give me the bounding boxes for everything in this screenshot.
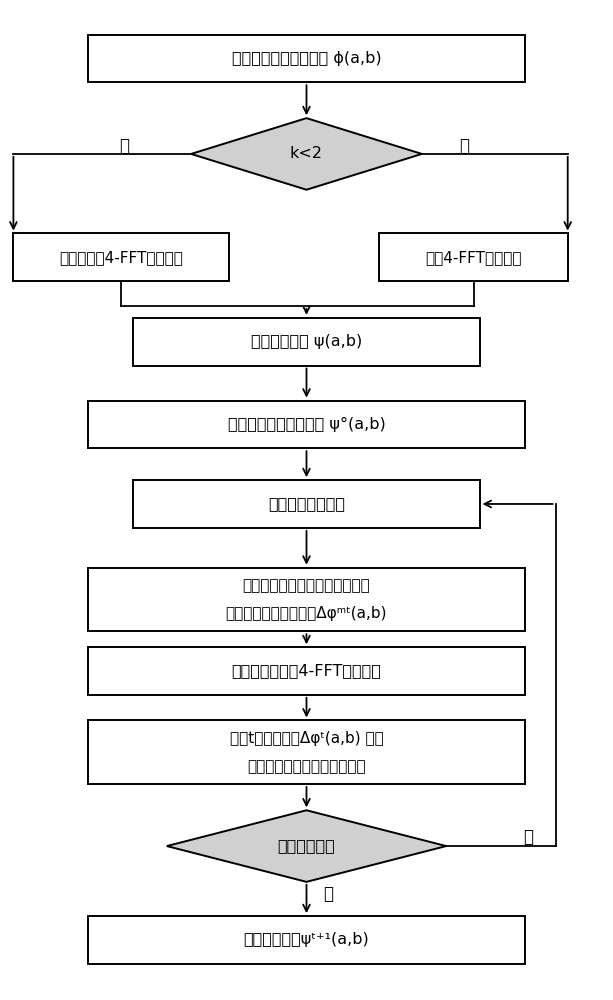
- Text: 设置迭代初始解缠相位 ψ°(a,b): 设置迭代初始解缠相位 ψ°(a,b): [227, 417, 386, 432]
- FancyBboxPatch shape: [88, 647, 525, 695]
- FancyBboxPatch shape: [379, 233, 568, 281]
- Text: 是: 是: [459, 137, 470, 155]
- Text: 得到解缠相位 ψ(a,b): 得到解缠相位 ψ(a,b): [251, 334, 362, 349]
- FancyBboxPatch shape: [88, 568, 525, 631]
- Text: 是: 是: [323, 885, 333, 903]
- FancyBboxPatch shape: [13, 233, 229, 281]
- Text: 否: 否: [524, 828, 533, 846]
- FancyBboxPatch shape: [134, 480, 479, 528]
- Text: 差，取缠绕得误差主値Δφᵐᵗ(a,b): 差，取缠绕得误差主値Δφᵐᵗ(a,b): [226, 606, 387, 621]
- Text: 否: 否: [120, 137, 129, 155]
- Polygon shape: [191, 118, 422, 190]
- Text: 最终解缠相位ψᵗ⁺¹(a,b): 最终解缠相位ψᵗ⁺¹(a,b): [243, 932, 370, 947]
- Text: 设置迭代终止条件: 设置迭代终止条件: [268, 496, 345, 511]
- Polygon shape: [167, 810, 446, 882]
- Text: 解缠相位与最长基线缠绕相位作: 解缠相位与最长基线缠绕相位作: [243, 578, 370, 593]
- FancyBboxPatch shape: [88, 916, 525, 964]
- Text: 进行多基线4-FFT相位解缠: 进行多基线4-FFT相位解缠: [59, 250, 183, 265]
- Text: 进行4-FFT相位解缠: 进行4-FFT相位解缠: [425, 250, 522, 265]
- Text: k<2: k<2: [290, 146, 323, 161]
- FancyBboxPatch shape: [134, 318, 479, 366]
- Text: 次相位解缠结果进行相位补偿: 次相位解缠结果进行相位补偿: [247, 759, 366, 774]
- Text: 迭代终止条件: 迭代终止条件: [278, 839, 335, 854]
- FancyBboxPatch shape: [88, 35, 525, 82]
- Text: 输入多基线缠绕相位组 ϕ(a,b): 输入多基线缠绕相位组 ϕ(a,b): [232, 51, 381, 66]
- FancyBboxPatch shape: [88, 720, 525, 784]
- Text: 用第t次解缠误差Δφᵗ(a,b) 对第: 用第t次解缠误差Δφᵗ(a,b) 对第: [230, 731, 383, 746]
- Text: 对误差主値进行4-FFT相位解缠: 对误差主値进行4-FFT相位解缠: [232, 664, 381, 679]
- FancyBboxPatch shape: [88, 401, 525, 448]
